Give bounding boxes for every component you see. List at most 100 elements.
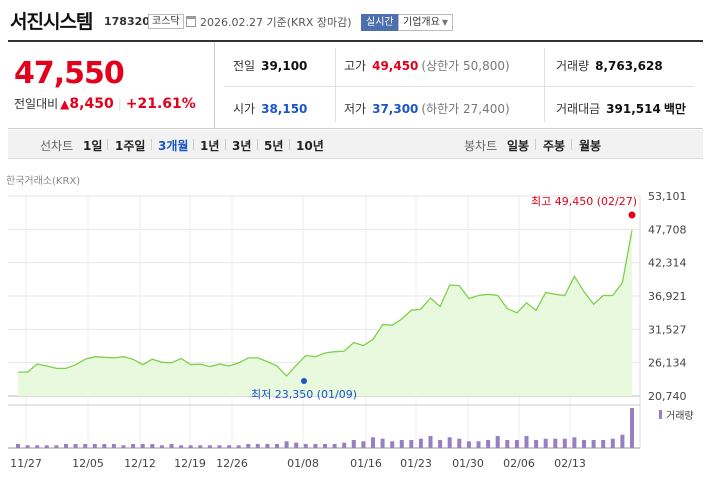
x-tick-label: 12/12: [124, 457, 156, 470]
volume-bar: [399, 440, 404, 448]
period-1w[interactable]: 1주일: [115, 139, 146, 153]
company-overview-dropdown[interactable]: 기업개요 ▼: [398, 14, 453, 31]
x-tick-label: 12/26: [216, 457, 248, 470]
volume-bar: [495, 436, 500, 448]
current-price-box: 47,550 전일대비 ▲8,450 | +21.61%: [8, 42, 215, 128]
volume-bar: [284, 441, 289, 448]
min-label: 최저 23,350 (01/09): [251, 388, 357, 401]
volume-bar: [159, 445, 164, 448]
volume-legend-swatch: [659, 410, 662, 419]
volume-bar: [562, 438, 567, 448]
volume-bar: [179, 445, 184, 448]
price-line: [18, 230, 633, 377]
open-price: 시가 38,150: [233, 100, 307, 117]
period-3y[interactable]: 3년: [232, 139, 252, 153]
volume-bar: [275, 444, 279, 448]
period-1d[interactable]: 1일: [83, 139, 103, 153]
y-tick-label: 20,740: [648, 390, 687, 403]
x-tick-label: 11/27: [10, 457, 42, 470]
current-price: 47,550: [14, 56, 125, 91]
amount-value: 391,514: [606, 102, 661, 116]
volume-bar: [227, 445, 232, 448]
x-tick-label: 12/19: [174, 457, 206, 470]
amount-label: 거래대금: [556, 102, 601, 116]
y-tick-label: 26,134: [648, 357, 687, 370]
volume-bar: [140, 444, 145, 448]
price-area: [18, 230, 632, 396]
volume-bar: [150, 444, 155, 448]
volume-bar: [16, 444, 20, 448]
volume-bar: [476, 441, 481, 448]
period-3m[interactable]: 3개월: [158, 139, 189, 153]
change-value: 8,450: [69, 96, 114, 112]
trade-amount: 거래대금 391,514 백만: [556, 100, 686, 117]
candle-chart-label: 봉차트: [464, 139, 498, 153]
volume-bar: [303, 444, 308, 448]
volume-bar: [35, 445, 40, 448]
realtime-button[interactable]: 실시간: [361, 14, 399, 31]
volume-bar: [505, 440, 510, 448]
volume-bar: [313, 444, 318, 448]
x-tick-label: 01/08: [287, 457, 319, 470]
volume-bar: [466, 441, 471, 448]
volume-bar: [83, 444, 88, 448]
lower-limit: (하한가 27,400): [421, 102, 510, 116]
x-tick-label: 01/23: [400, 457, 432, 470]
chevron-down-icon: ▼: [441, 18, 448, 27]
x-tick-label: 02/13: [554, 457, 586, 470]
volume-bar: [323, 444, 327, 448]
period-5y[interactable]: 5년: [264, 139, 284, 153]
volume-value: 8,763,628: [595, 59, 663, 73]
volume-bar: [265, 444, 270, 448]
volume-bar: [524, 436, 529, 448]
volume-bar: [351, 440, 356, 448]
volume-bar: [486, 440, 491, 448]
volume-bar: [255, 444, 260, 448]
y-tick-label: 42,314: [648, 257, 687, 270]
volume-bar: [111, 444, 116, 448]
volume-bar: [418, 438, 423, 448]
volume-bar: [514, 440, 519, 448]
volume-legend: 거래량: [666, 410, 694, 422]
low-price: 저가 37,300 (하한가 27,400): [344, 100, 510, 117]
y-tick-label: 53,101: [648, 190, 687, 203]
max-point: [628, 211, 636, 219]
volume-bar: [169, 444, 174, 448]
x-tick-label: 01/30: [452, 457, 484, 470]
max-label: 최고 49,450 (02/27): [531, 195, 637, 208]
candle-weekly[interactable]: 주봉: [543, 139, 566, 153]
volume-bar: [198, 445, 203, 448]
y-tick-label: 31,527: [648, 323, 687, 336]
prev-close-value: 39,100: [261, 59, 308, 73]
volume-bar: [102, 444, 107, 448]
x-tick-label: 02/06: [503, 457, 535, 470]
high-label: 고가: [344, 59, 367, 73]
chart-period-toolbar: 선차트 1일 1주일 3개월 1년 3년 5년 10년 봉차트 일봉 주봉 월봉: [8, 130, 703, 159]
volume-bar: [620, 434, 625, 448]
stock-code: 178320: [104, 15, 150, 28]
prev-close: 전일 39,100: [233, 57, 307, 74]
volume-bar: [601, 440, 606, 448]
x-tick-label: 01/16: [350, 457, 382, 470]
volume-bar: [121, 445, 126, 448]
volume-bar: [217, 445, 222, 448]
y-tick-label: 36,921: [648, 290, 687, 303]
volume-bar: [534, 440, 539, 448]
volume-bar: [591, 440, 596, 448]
volume-bar: [131, 444, 136, 448]
period-10y[interactable]: 10년: [296, 139, 324, 153]
x-tick-label: 12/05: [72, 457, 104, 470]
stock-header: 서진시스템 178320 코스닥 2026.02.27 기준(KRX 장마감) …: [0, 0, 704, 40]
candle-daily[interactable]: 일봉: [507, 139, 530, 153]
price-chart[interactable]: 53,101 47,708 42,314 36,921 31,527 26,134 20,7…: [0, 185, 704, 485]
volume-bar: [553, 438, 558, 448]
volume-bar: [428, 436, 433, 448]
prev-close-label: 전일: [233, 59, 256, 73]
volume-bar: [246, 444, 251, 448]
change-row: 전일대비 ▲8,450 | +21.61%: [14, 96, 196, 112]
period-1y[interactable]: 1년: [200, 139, 220, 153]
volume-bar: [294, 442, 299, 448]
volume-bar: [92, 444, 97, 448]
candle-monthly[interactable]: 월봉: [579, 139, 602, 153]
volume-bar: [332, 444, 337, 448]
